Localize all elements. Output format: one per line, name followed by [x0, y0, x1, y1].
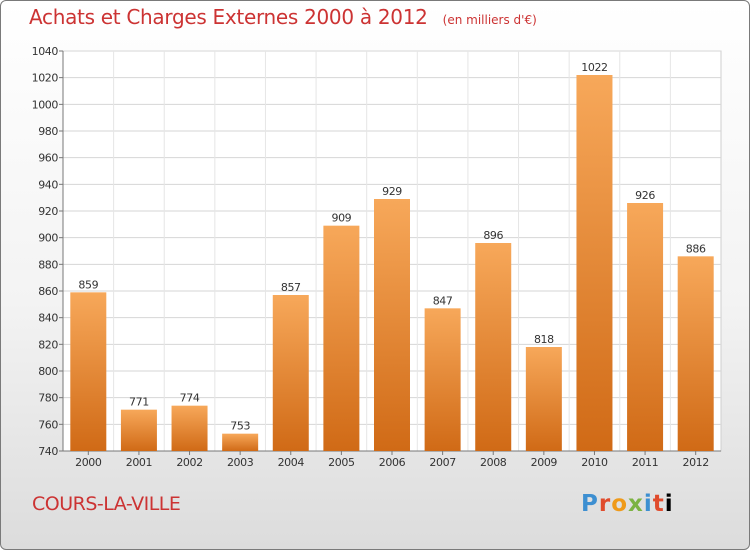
x-tick-label: 2011: [632, 456, 658, 469]
city-name: COURS-LA-VILLE: [32, 493, 181, 515]
x-tick-label: 2009: [531, 456, 558, 469]
data-label: 774: [180, 392, 200, 405]
x-tick-label: 2012: [682, 456, 708, 469]
data-label: 857: [281, 281, 301, 294]
chart-unit-label: (en milliers d'€): [442, 13, 537, 27]
data-label: 896: [483, 229, 503, 242]
logo-letter: x: [628, 491, 644, 517]
x-tick-label: 2010: [581, 456, 608, 469]
y-tick-label: 960: [38, 152, 58, 165]
y-tick-label: 1040: [32, 45, 59, 58]
data-label: 847: [433, 294, 453, 307]
chart-title: Achats et Charges Externes 2000 à 2012: [29, 5, 428, 29]
bar: [222, 433, 259, 451]
bar: [475, 243, 512, 451]
x-tick-label: 2002: [176, 456, 202, 469]
y-tick-label: 740: [38, 445, 58, 458]
bars: [70, 75, 714, 451]
bar: [120, 409, 157, 451]
bar: [525, 347, 562, 451]
y-tick-label: 840: [38, 312, 58, 325]
logo-letter: t: [652, 491, 665, 517]
bar: [272, 295, 309, 451]
data-label: 886: [686, 242, 706, 255]
data-label: 929: [382, 185, 402, 198]
labels: 740 760 780 800 820 840 860 880 900 920 940 960 980 1…: [32, 45, 710, 469]
logo-letter: i: [643, 491, 653, 517]
y-tick-label: 880: [38, 258, 58, 271]
y-tick-label: 780: [38, 392, 58, 405]
bar: [171, 405, 208, 451]
bar: [323, 225, 360, 451]
x-tick-label: 2007: [429, 456, 456, 469]
y-tick-label: 980: [38, 125, 58, 138]
bar: [70, 292, 107, 451]
bar: [677, 256, 714, 451]
y-tick-label: 900: [38, 232, 58, 245]
x-tick-label: 2003: [227, 456, 254, 469]
bar: [576, 75, 613, 451]
y-tick-label: 860: [38, 285, 58, 298]
y-tick-label: 800: [38, 365, 58, 378]
data-label: 753: [230, 420, 250, 433]
bar: [627, 203, 664, 451]
bar: [374, 199, 410, 451]
y-tick-label: 1020: [32, 72, 59, 85]
logo-letter: i: [664, 491, 674, 517]
data-label: 859: [78, 278, 98, 291]
logo-letter: o: [611, 491, 629, 517]
proxiti-logo[interactable]: Proxiti: [581, 491, 674, 517]
data-label: 1022: [581, 61, 607, 74]
y-tick-label: 760: [38, 418, 58, 431]
x-tick-label: 2004: [278, 456, 305, 469]
data-label: 909: [331, 212, 351, 225]
x-tick-label: 2000: [75, 456, 102, 469]
y-tick-label: 920: [38, 205, 58, 218]
y-tick-label: 820: [38, 338, 58, 351]
y-tick-label: 1000: [32, 98, 59, 111]
bar: [424, 308, 461, 451]
x-tick-label: 2006: [379, 456, 406, 469]
data-label: 771: [129, 396, 149, 409]
x-tick-label: 2001: [126, 456, 152, 469]
logo-letter: P: [581, 491, 599, 517]
chart-title-row: Achats et Charges Externes 2000 à 2012 (…: [29, 5, 537, 29]
y-tick-label: 940: [38, 178, 58, 191]
x-tick-label: 2008: [480, 456, 507, 469]
x-tick-label: 2005: [328, 456, 355, 469]
logo-letter: r: [598, 491, 612, 517]
data-label: 926: [635, 189, 655, 202]
data-label: 818: [534, 333, 554, 346]
